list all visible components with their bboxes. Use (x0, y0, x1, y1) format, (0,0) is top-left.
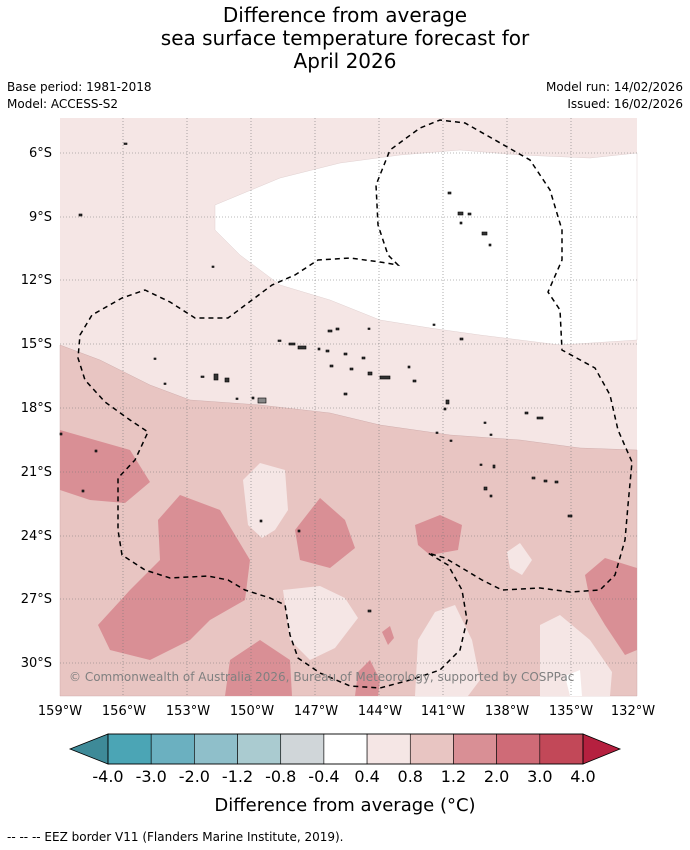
islands (59, 142, 573, 613)
colorbar-cell (323, 733, 368, 765)
anomaly-patch-far-east (585, 558, 637, 655)
lon-label: 144°W (358, 704, 402, 719)
lat-label: 9°S (29, 210, 52, 225)
colorbar-tick-label: -0.4 (308, 767, 339, 786)
anomaly-patch-south (225, 640, 292, 696)
colorbar-cell (150, 733, 195, 765)
chart-title: Difference from average sea surface temp… (0, 4, 690, 73)
title-line-1: Difference from average (222, 3, 468, 27)
anomaly-pocket-4 (415, 605, 480, 696)
colorbar-arrow-high (582, 733, 622, 765)
lon-label: 156°W (102, 704, 146, 719)
colorbar-tick-label: 0.8 (398, 767, 423, 786)
lon-label: 150°W (230, 704, 274, 719)
anomaly-patch-east (415, 515, 462, 555)
model-name: Model: ACCESS-S2 (7, 97, 119, 111)
model-run: Model run: 14/02/2026 (545, 80, 683, 94)
colorbar-cells (107, 733, 584, 765)
title-line-3: April 2026 (293, 49, 397, 73)
colorbar-tick-label: -2.0 (179, 767, 210, 786)
anomaly-pocket-1 (243, 463, 288, 538)
eez-legend: -- -- -- EEZ border V11 (Flanders Marine… (7, 830, 344, 844)
lat-label: 21°S (21, 465, 52, 480)
colorbar-label: Difference from average (°C) (214, 795, 475, 816)
anomaly-pocket-3 (507, 543, 532, 575)
lat-label: 12°S (21, 273, 52, 288)
colorbar-frame (107, 733, 584, 765)
anomaly-patch-central (295, 498, 355, 568)
lon-label: 159°W (38, 704, 82, 719)
colorbar-tick-label: -0.8 (265, 767, 296, 786)
colorbar-cell (107, 733, 152, 765)
colorbar-tick-label: 1.2 (441, 767, 466, 786)
colorbar-tick-label: 4.0 (570, 767, 595, 786)
lon-label: 135°W (549, 704, 593, 719)
longitude-labels: 159°W 156°W 153°W 150°W 147°W 144°W 141°… (38, 704, 655, 719)
colorbar-tick-label: -4.0 (92, 767, 123, 786)
copyright-watermark: © Commonwealth of Australia 2026, Bureau… (69, 670, 574, 684)
lon-label: 147°W (294, 704, 338, 719)
lat-label: 18°S (21, 401, 52, 416)
meta-left: Base period: 1981-2018 Model: ACCESS-S2 (7, 79, 152, 113)
latitude-labels: 6°S 9°S 12°S 15°S 18°S 21°S 24°S 27°S 30… (21, 146, 52, 671)
colorbar-cell (453, 733, 497, 765)
colorbar-cell (496, 733, 541, 765)
lat-label: 24°S (21, 529, 52, 544)
anomaly-patch-tiny (382, 626, 394, 645)
lat-label: 30°S (21, 656, 52, 671)
lon-label: 153°W (166, 704, 210, 719)
colorbar-tick-label: 3.0 (527, 767, 552, 786)
meta-right: Model run: 14/02/2026 Issued: 16/02/2026 (546, 79, 683, 113)
colorbar: -4.0 -3.0 -2.0 -1.2 -0.8 -0.4 0.4 0.8 1.2 2.0 3.0 4… (68, 733, 622, 816)
anomaly-patch-west (60, 430, 150, 503)
lat-label: 6°S (29, 146, 52, 161)
colorbar-tick-label: 2.0 (484, 767, 509, 786)
lon-label: 141°W (421, 704, 465, 719)
lon-label: 132°W (611, 704, 655, 719)
eez-border (77, 119, 633, 689)
gridlines (60, 118, 637, 696)
colorbar-cell (280, 733, 325, 765)
anomaly-pocket-2 (283, 586, 358, 660)
colorbar-cell (409, 733, 454, 765)
colorbar-tick-labels: -4.0 -3.0 -2.0 -1.2 -0.8 -0.4 0.4 0.8 1.2 2.0 3.0 4… (92, 767, 595, 786)
colorbar-cell (237, 733, 282, 765)
colorbar-cell (194, 733, 238, 765)
colorbar-cell (366, 733, 411, 765)
anomaly-patch-southwest (98, 495, 250, 660)
base-period: Base period: 1981-2018 (7, 80, 152, 94)
anomaly-pocket-5 (540, 615, 612, 696)
title-line-2: sea surface temperature forecast for (160, 26, 530, 50)
colorbar-tick-label: 0.4 (354, 767, 379, 786)
neutral-pocket-south (565, 670, 582, 696)
colorbar-arrow-low (68, 733, 109, 765)
lat-label: 15°S (21, 337, 52, 352)
lon-label: 138°W (485, 704, 529, 719)
colorbar-tick-label: -3.0 (136, 767, 167, 786)
colorbar-tick-label: -1.2 (222, 767, 253, 786)
lat-label: 27°S (21, 592, 52, 607)
colorbar-cell (539, 733, 584, 765)
issued-date: Issued: 16/02/2026 (567, 97, 683, 111)
